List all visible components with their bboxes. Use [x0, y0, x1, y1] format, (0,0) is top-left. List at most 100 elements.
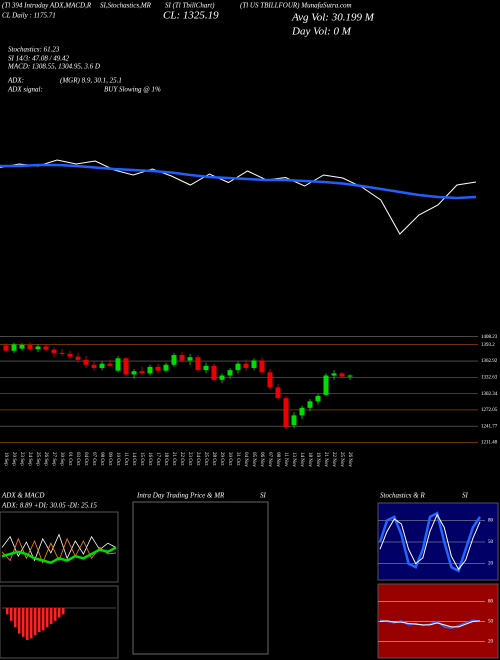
candle-body — [307, 401, 313, 408]
candle-body — [51, 349, 57, 353]
candle-body — [35, 346, 41, 350]
stat: SI 14/3: 47.08 / 49.42 — [8, 55, 70, 63]
x-tick-label: 20 Sep — [11, 452, 16, 466]
day-vol: Day Vol: 0 M — [291, 26, 352, 38]
x-tick-label: 14 Nov — [299, 452, 304, 467]
candle-body — [243, 363, 249, 368]
candle-body — [171, 355, 177, 365]
x-tick-label: 28 Oct — [211, 452, 216, 466]
x-tick-label: 07 Nov — [267, 452, 272, 467]
candle-body — [131, 371, 137, 375]
x-tick-label: 25 Nov — [339, 452, 344, 467]
y-tick-label: 1302.34 — [481, 392, 498, 397]
x-tick-label: 16 Oct — [147, 452, 152, 466]
x-tick-label: 24 Sep — [27, 452, 32, 466]
x-tick-label: 04 Oct — [83, 452, 88, 466]
x-tick-label: 15 Oct — [139, 452, 144, 466]
candle-body — [211, 365, 217, 380]
x-tick-label: 11 Nov — [283, 452, 288, 467]
bar — [30, 608, 33, 639]
candle-body — [259, 360, 265, 373]
x-tick-label: 19 Nov — [315, 452, 320, 467]
candle-body — [155, 366, 161, 371]
avg-vol: Avg Vol: 30.199 M — [291, 12, 375, 24]
candle-body — [99, 363, 105, 368]
series-line — [379, 620, 481, 628]
panel — [0, 511, 119, 583]
daily: CL Daily : 1175.71 — [2, 12, 56, 20]
candle-body — [227, 370, 233, 376]
x-tick-label: 30 Sep — [59, 452, 64, 466]
panel-subtitle: ADX: 8.89 +DI: 30.05 -DI: 25.15 — [1, 502, 97, 510]
panel-title: Intra Day Trading Price & MR — [136, 492, 225, 500]
candle-body — [123, 358, 129, 375]
header-text: SI (Tl TbillChart) — [165, 2, 215, 10]
x-tick-label: 26 Nov — [347, 452, 352, 467]
candle-body — [91, 364, 97, 368]
x-tick-label: 10 Oct — [115, 452, 120, 466]
y-tick-label: 20 — [488, 640, 494, 645]
x-tick-label: 27 Sep — [51, 452, 56, 466]
candle-body — [187, 357, 193, 361]
y-tick-label: 1211.48 — [481, 441, 498, 446]
bar — [14, 608, 17, 628]
candle-body — [323, 375, 329, 395]
x-tick-label: 31 Oct — [235, 452, 240, 466]
candle-body — [19, 344, 25, 349]
header-text: (Tl US TBILLFOUR) MunafaSutra.com — [240, 2, 352, 10]
candle-body — [147, 366, 153, 374]
x-tick-label: 18 Oct — [163, 452, 168, 466]
x-tick-label: 22 Nov — [331, 452, 336, 467]
candle-body — [339, 373, 345, 377]
panel — [0, 585, 119, 659]
candle-body — [219, 375, 225, 380]
x-tick-label: 25 Oct — [203, 452, 208, 466]
candle-body — [83, 359, 89, 365]
bar — [50, 608, 53, 624]
bar — [18, 608, 21, 634]
candle-body — [59, 352, 65, 354]
x-tick-label: 04 Nov — [243, 452, 248, 467]
bar — [22, 608, 25, 637]
y-tick-label: 80 — [488, 600, 494, 605]
x-tick-label: 30 Oct — [227, 452, 232, 466]
bar — [54, 608, 57, 621]
x-tick-label: 06 Nov — [259, 452, 264, 467]
stat: MACD: 1308.55, 1304.95, 3.6 D — [7, 63, 100, 71]
bar — [26, 608, 29, 640]
candle-body — [195, 357, 201, 371]
candle-body — [267, 372, 273, 388]
bar — [62, 608, 65, 615]
adx-value: (MGR) 8.9, 30.1, 25.1 — [60, 77, 122, 85]
candle-body — [67, 353, 73, 357]
y-tick-label: 1408.23 — [481, 335, 498, 340]
panel-subtitle: SI — [462, 492, 469, 500]
candle-body — [283, 398, 289, 428]
candle-body — [115, 358, 121, 371]
series-line — [1, 546, 117, 565]
candle-body — [203, 365, 209, 371]
x-tick-label: 18 Nov — [307, 452, 312, 467]
x-tick-label: 08 Nov — [275, 452, 280, 467]
y-tick-label: 20 — [488, 562, 494, 567]
panel-title: Stochastics & R — [380, 492, 425, 500]
x-tick-label: 23 Oct — [187, 452, 192, 466]
x-tick-label: 11 Oct — [123, 452, 128, 466]
bar — [10, 608, 13, 621]
adx-signal-label: ADX signal: — [7, 86, 43, 94]
stat: Stochastics: 61.23 — [8, 46, 60, 54]
candle-body — [75, 356, 81, 360]
candle-body — [275, 387, 281, 399]
y-tick-label: 1272.05 — [481, 408, 498, 413]
x-tick-label: 29 Oct — [219, 452, 224, 466]
x-tick-label: 17 Oct — [155, 452, 160, 466]
y-tick-label: 1241.77 — [481, 424, 498, 429]
header-text: SI,Stochastics,MR — [100, 2, 152, 10]
candle-body — [315, 395, 321, 402]
candle-body — [331, 373, 337, 376]
bar — [34, 608, 37, 636]
bar — [6, 608, 9, 615]
candle-body — [43, 346, 49, 350]
adx-label: ADX: — [7, 77, 24, 85]
